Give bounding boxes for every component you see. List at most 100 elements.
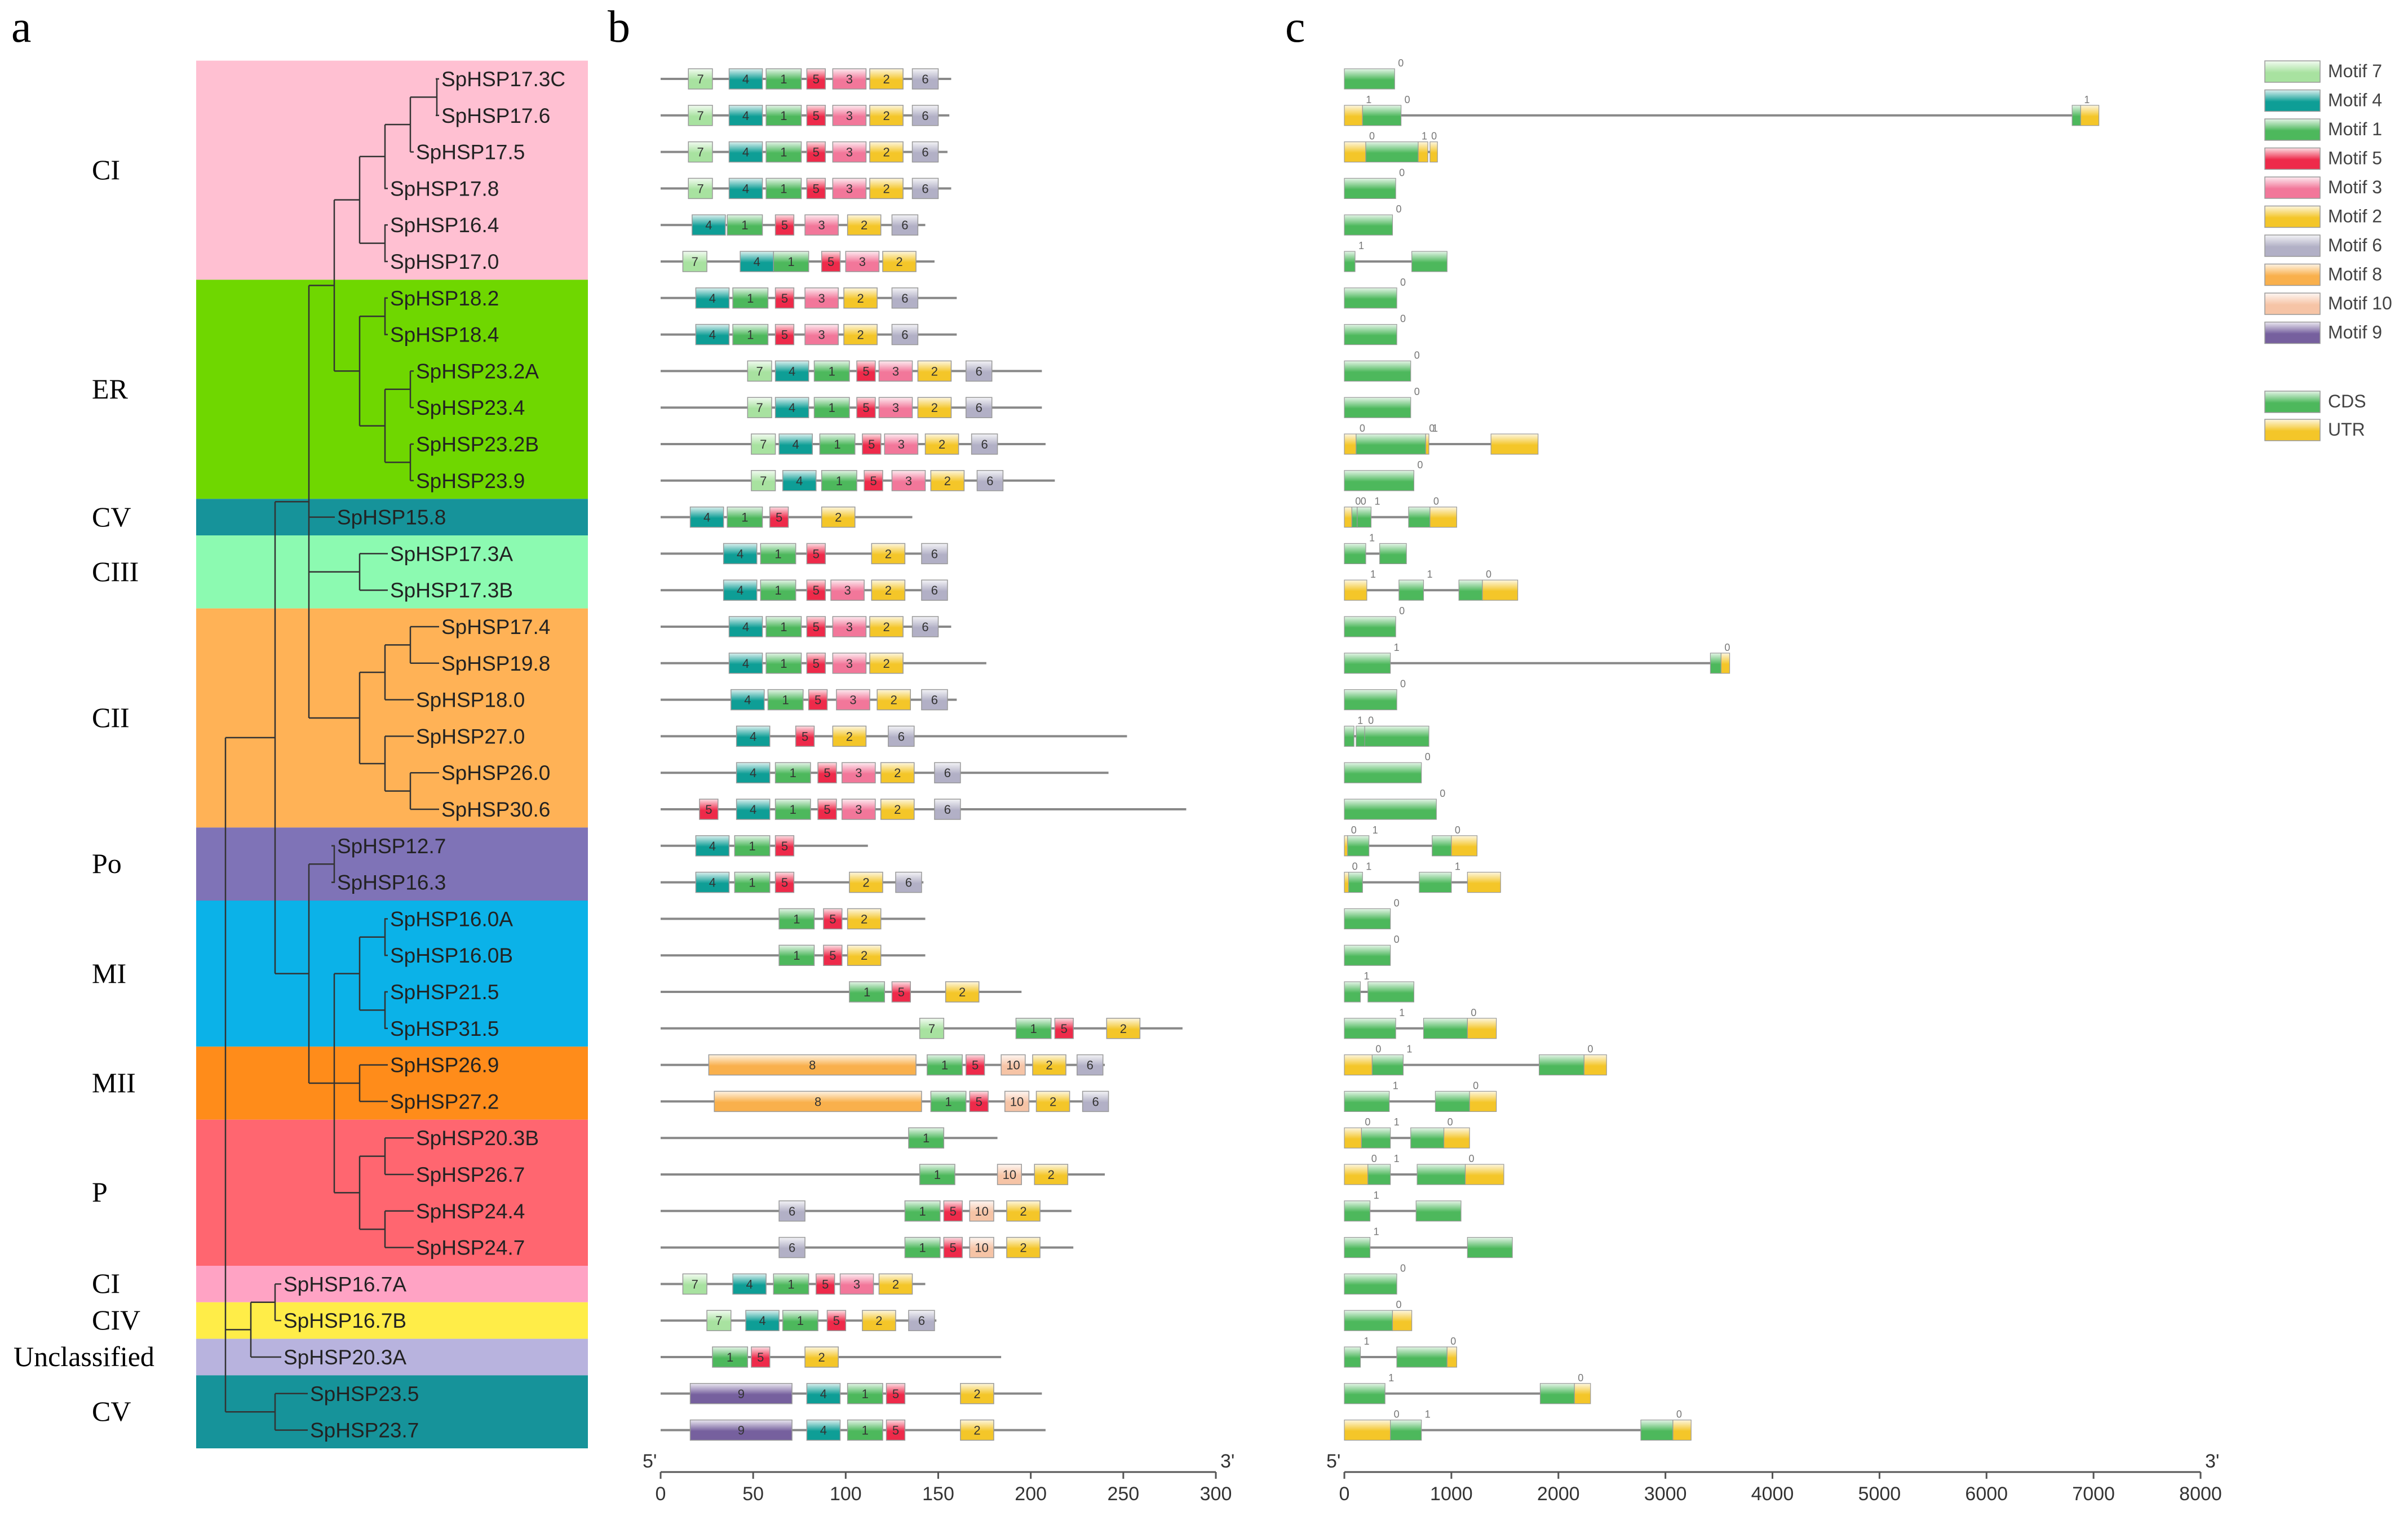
motif-number: 1 [782,693,789,707]
legend-label: Motif 8 [2328,264,2382,285]
phase-label: 0 [1361,496,1366,507]
motif-number: 4 [789,401,795,415]
axis-c-end-label: 3' [2205,1451,2219,1472]
motif-number: 2 [875,1314,882,1328]
motif-number: 6 [986,474,993,488]
motif-box [774,397,809,418]
motif-box [945,981,980,1003]
motif-number: 1 [727,1350,733,1364]
gene-label: SpHSP17.3C [441,68,565,91]
motif-number: 5 [813,181,820,196]
group-label: P [92,1176,108,1208]
phase-label: 0 [1368,715,1374,726]
motif-number: 5 [824,803,830,817]
panel-c-letter: c [1285,2,1305,52]
motif-box [1001,1054,1026,1076]
phase-label: 0 [1676,1409,1682,1420]
gene-segment [1467,871,1501,893]
motif-box [727,506,763,528]
panel-b-letter: b [608,2,630,52]
motif-number: 2 [891,693,897,707]
gene-label: SpHSP17.3B [390,579,513,602]
motif-number: 2 [931,364,938,378]
motif-box [732,1273,767,1295]
legend-swatch [2264,391,2321,413]
phase-label: 1 [1357,715,1363,726]
motif-box [1032,1054,1066,1076]
motif-box [891,287,919,309]
motif-box [921,579,948,601]
phase-label: 0 [1486,569,1491,580]
motif-number: 2 [883,657,889,671]
motif-number: 6 [1087,1058,1094,1072]
gene-segment [1344,178,1396,199]
motif-box [891,323,919,345]
motif-number: 7 [928,1022,935,1036]
motif-number: 6 [901,291,908,305]
motif-box [891,981,911,1003]
motif-number: 2 [959,985,966,999]
motif-number: 6 [789,1204,795,1218]
motif-box [712,1346,749,1368]
motif-number: 4 [742,145,749,159]
motif-number: 1 [941,1058,948,1072]
gene-segment [1344,762,1422,783]
gene-segment [1443,1127,1470,1149]
motif-number: 2 [862,876,869,890]
legend-swatch [2264,118,2321,141]
gene-segment [1423,1018,1468,1039]
motif-box [689,1383,793,1404]
legend-label: CDS [2328,391,2366,411]
gene-segment [1356,433,1426,455]
motif-number: 2 [894,803,901,817]
phase-label: 0 [1473,1080,1479,1091]
motif-box [806,1383,841,1404]
motif-number: 4 [737,547,743,561]
motif-box [884,433,919,455]
motif-box [832,653,867,674]
motif-number: 3 [855,766,862,780]
legend-swatch [2264,292,2321,315]
motif-number: 3 [859,255,866,269]
axis-c-tick-label: 0 [1339,1483,1350,1505]
gene-segment [1482,579,1519,601]
motif-box [836,689,870,711]
legend-swatch [2264,321,2321,344]
motif-number: 5 [892,1424,899,1438]
phase-label: 0 [1587,1044,1593,1055]
gene-segment [1344,1273,1397,1295]
motif-box [823,945,843,966]
phase-label: 1 [1358,240,1364,251]
motif-box [765,68,802,90]
gene-segment [1344,908,1391,930]
motif-box [816,1273,835,1295]
motif-box [832,105,867,126]
motif-box [760,579,796,601]
motif-box [849,871,883,893]
gene-segment [1392,1310,1413,1331]
motif-number: 4 [742,657,749,671]
motif-number: 5 [862,401,869,415]
motif-number: 6 [944,803,951,817]
motif-box [908,1310,935,1331]
motif-number: 1 [780,181,787,196]
motif-number: 2 [818,1350,825,1364]
motif-number: 1 [919,1241,926,1255]
motif-number: 3 [846,145,853,159]
motif-box [774,287,795,309]
gene-labels: SpHSP17.3C SpHSP17.6 SpHSP17.5 SpHSP17.8 SpH… [284,68,565,1442]
motif-number: 10 [1003,1168,1016,1182]
axis-c-start-label: 5' [1326,1451,1340,1472]
motif-box [869,105,904,126]
gene-segment [1451,835,1478,857]
group-band [196,1119,588,1266]
motif-number: 5 [813,583,820,597]
gene-segment [1720,653,1730,674]
motif-number: 4 [796,474,803,488]
motif-number: 5 [870,474,877,488]
motif-box [924,433,959,455]
motif-box [877,689,911,711]
motif-number: 5 [802,729,808,743]
motif-number: 3 [846,657,853,671]
motif-box [911,105,939,126]
